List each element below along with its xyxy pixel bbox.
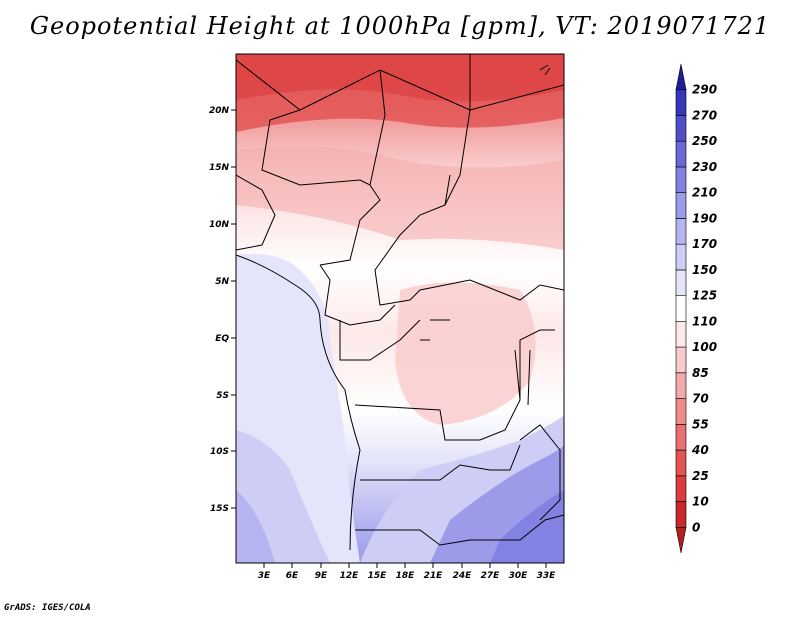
lon-label: 6E	[286, 571, 299, 581]
colorbar-swatch	[675, 192, 687, 219]
lon-label: 30E	[509, 571, 529, 581]
lat-label: 10N	[209, 220, 230, 230]
colorbar-swatch	[675, 475, 687, 502]
colorbar-label: 25	[692, 469, 709, 483]
lat-label: 15S	[210, 504, 229, 514]
lon-label: 9E	[315, 571, 328, 581]
lon-label: 15E	[368, 571, 388, 581]
lat-label: 5N	[215, 277, 229, 287]
colorbar-swatch	[675, 449, 687, 477]
lon-axis: 3E 6E 9E 12E 15E 18E 21E 24E 27E 30E 33E	[258, 563, 556, 581]
map-frame	[235, 53, 565, 564]
colorbar-label: 125	[692, 289, 717, 303]
colorbar-label: 100	[692, 340, 717, 354]
colorbar-label: 10	[692, 495, 709, 509]
colorbar-label: 250	[692, 134, 717, 148]
colorbar-label: 270	[692, 108, 717, 122]
colorbar-label: 85	[692, 366, 709, 380]
colorbar-swatch	[675, 424, 687, 451]
lon-label: 21E	[424, 571, 444, 581]
colorbar-swatch	[675, 398, 687, 425]
colorbar-label: 290	[692, 83, 717, 97]
colorbar-label: 150	[692, 263, 717, 277]
height-field	[236, 54, 564, 563]
lon-label: 24E	[453, 571, 473, 581]
colorbar-label: 170	[692, 237, 717, 251]
colorbar-label: 110	[692, 314, 717, 328]
colorbar-label: 190	[692, 211, 717, 225]
colorbar-swatch	[675, 501, 687, 528]
lon-label: 18E	[396, 571, 416, 581]
colorbar: 0 10 25 40 55 70 85 100 110 125 150 170 190 210 230 250…	[675, 63, 717, 554]
lon-label: 12E	[340, 571, 360, 581]
lat-label: 15N	[209, 163, 230, 173]
lat-label: 20N	[209, 106, 230, 116]
colorbar-label: 210	[692, 186, 717, 200]
lat-label: 10S	[210, 447, 229, 457]
colorbar-label: 40	[691, 443, 709, 457]
lon-label: 27E	[481, 571, 501, 581]
lon-label: 3E	[258, 571, 271, 581]
country-borders	[236, 54, 564, 551]
colorbar-swatch	[675, 321, 687, 348]
credit-text: GrADS: IGES/COLA	[4, 603, 91, 613]
colorbar-swatch	[675, 295, 687, 322]
colorbar-label: 0	[692, 520, 700, 534]
lat-label: EQ	[215, 334, 229, 344]
lat-label: 5S	[216, 391, 229, 401]
colorbar-label: 230	[692, 160, 717, 174]
colorbar-label: 55	[692, 417, 709, 431]
colorbar-swatch	[675, 269, 687, 296]
colorbar-label: 70	[692, 392, 709, 406]
colorbar-swatch	[675, 243, 687, 271]
colorbar-swatch	[675, 526, 687, 554]
map-title: Geopotential Height at 1000hPa [gpm], VT…	[29, 12, 771, 40]
colorbar-swatch	[675, 140, 687, 168]
lat-axis: 20N 15N 10N 5N EQ 5S 10S 15S	[209, 106, 236, 514]
colorbar-swatch	[675, 115, 687, 142]
colorbar-swatch	[675, 346, 687, 374]
colorbar-swatch	[675, 218, 687, 245]
colorbar-swatch	[675, 166, 687, 193]
lon-label: 33E	[537, 571, 557, 581]
colorbar-swatch	[675, 89, 687, 116]
colorbar-swatch	[675, 63, 687, 91]
colorbar-swatch	[675, 372, 687, 399]
